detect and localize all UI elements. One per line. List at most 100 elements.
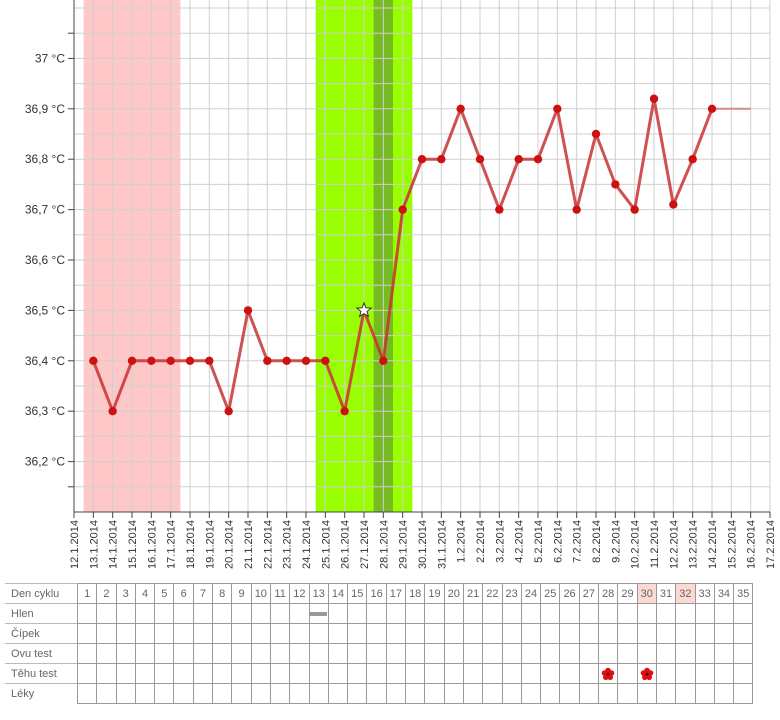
table-cell (405, 683, 426, 704)
table-cell (462, 663, 484, 684)
table-cell (694, 663, 715, 684)
temperature-point (475, 155, 485, 164)
table-cell (192, 683, 214, 704)
table-cell (540, 683, 561, 704)
table-cell (308, 643, 329, 664)
table-cell (173, 603, 194, 624)
x-tick-label: 2.2.2014 (475, 520, 487, 563)
x-tick-label: 12.2.2014 (668, 520, 680, 569)
table-cell (231, 643, 252, 664)
table-cell (501, 683, 522, 704)
table-cell (655, 643, 677, 664)
table-cell (559, 623, 580, 644)
x-tick-label: 7.2.2014 (572, 520, 584, 563)
cycle-day-cell: 28 (598, 583, 619, 604)
table-cell (231, 623, 252, 644)
table-cell (694, 683, 715, 704)
table-cell (598, 623, 619, 644)
table-row: Těhu test (5, 663, 754, 684)
table-cell (154, 623, 175, 644)
pregnancy-test-icon (640, 667, 654, 680)
x-tick-label: 19.1.2014 (204, 520, 216, 569)
table-cell (598, 643, 619, 664)
table-cell (212, 643, 233, 664)
table-row: Ovu test (5, 643, 754, 664)
row-label: Čípek (5, 623, 78, 644)
table-cell (347, 643, 368, 664)
table-cell (443, 643, 464, 664)
table-cell (405, 643, 426, 664)
x-tick-label: 9.2.2014 (610, 520, 622, 563)
table-cell (308, 663, 329, 684)
table-cell (694, 643, 715, 664)
table-cell (675, 683, 696, 704)
x-tick-label: 18.1.2014 (185, 520, 197, 569)
table-cell (694, 603, 715, 624)
table-cell (482, 603, 503, 624)
table-cell (636, 623, 657, 644)
x-tick-label: 10.2.2014 (630, 520, 642, 569)
temperature-point (707, 104, 717, 114)
table-cell (96, 643, 117, 664)
cycle-day-cell: 17 (385, 583, 407, 604)
table-cell (192, 623, 214, 644)
row-label: Léky (5, 683, 78, 704)
cycle-day-cell: 13 (308, 583, 329, 604)
table-cell (308, 603, 329, 624)
table-cell (327, 603, 349, 624)
chart-grid (73, 0, 771, 512)
temperature-point (553, 104, 562, 114)
temperature-point (437, 155, 446, 164)
temperature-point (572, 205, 581, 214)
table-cell (289, 603, 310, 624)
table-cell (366, 623, 387, 644)
table-cell (578, 623, 600, 644)
table-cell (424, 683, 445, 704)
temperature-point (243, 306, 253, 315)
x-axis: 12.1.2014 13.1.2014 14.1.2014 15.1.2014 16.1… (69, 511, 777, 569)
table-cell (134, 663, 156, 684)
table-cell (327, 663, 349, 684)
table-row: Hlen (5, 603, 754, 624)
cycle-day-cell: 25 (540, 583, 561, 604)
temperature-point (649, 94, 659, 103)
table-cell (655, 603, 677, 624)
temperature-point (321, 356, 330, 365)
mucus-mark (310, 611, 328, 616)
x-tick-label: 31.1.2014 (436, 520, 448, 569)
temperature-point (224, 407, 233, 416)
table-cell (540, 603, 561, 624)
temperature-point (205, 356, 214, 365)
y-tick-label: 37 °C (35, 51, 65, 65)
temperature-point (533, 155, 543, 164)
x-tick-label: 21.1.2014 (243, 520, 255, 569)
y-axis: 37 °C 36,9 °C 36,8 °C 36,7 °C 36,6 °C 36,5 °C… (25, 0, 75, 512)
table-cell (598, 663, 619, 684)
table-cell (675, 603, 696, 624)
table-cell (96, 663, 117, 684)
table-cell (154, 683, 175, 704)
cycle-day-cell: 12 (289, 583, 310, 604)
table-cell (347, 683, 368, 704)
table-cell (520, 623, 542, 644)
table-row: Léky (5, 683, 754, 704)
x-tick-label: 28.1.2014 (378, 520, 390, 569)
table-cell (636, 643, 657, 664)
cycle-day-cell: 23 (501, 583, 522, 604)
table-cell (327, 623, 349, 644)
x-tick-label: 20.1.2014 (224, 520, 236, 569)
table-cell (347, 663, 368, 684)
table-cell (385, 663, 407, 684)
table-cell (269, 623, 291, 644)
table-cell (347, 603, 368, 624)
cycle-day-cell: 16 (366, 583, 387, 604)
table-cell (231, 663, 252, 684)
table-cell (617, 643, 638, 664)
table-cell (655, 683, 677, 704)
table-cell (598, 603, 619, 624)
x-tick-label: 16.2.2014 (746, 520, 758, 569)
table-cell (424, 663, 445, 684)
y-tick-label: 36,9 °C (25, 102, 65, 116)
x-tick-label: 26.1.2014 (340, 520, 352, 569)
table-cell (443, 683, 464, 704)
